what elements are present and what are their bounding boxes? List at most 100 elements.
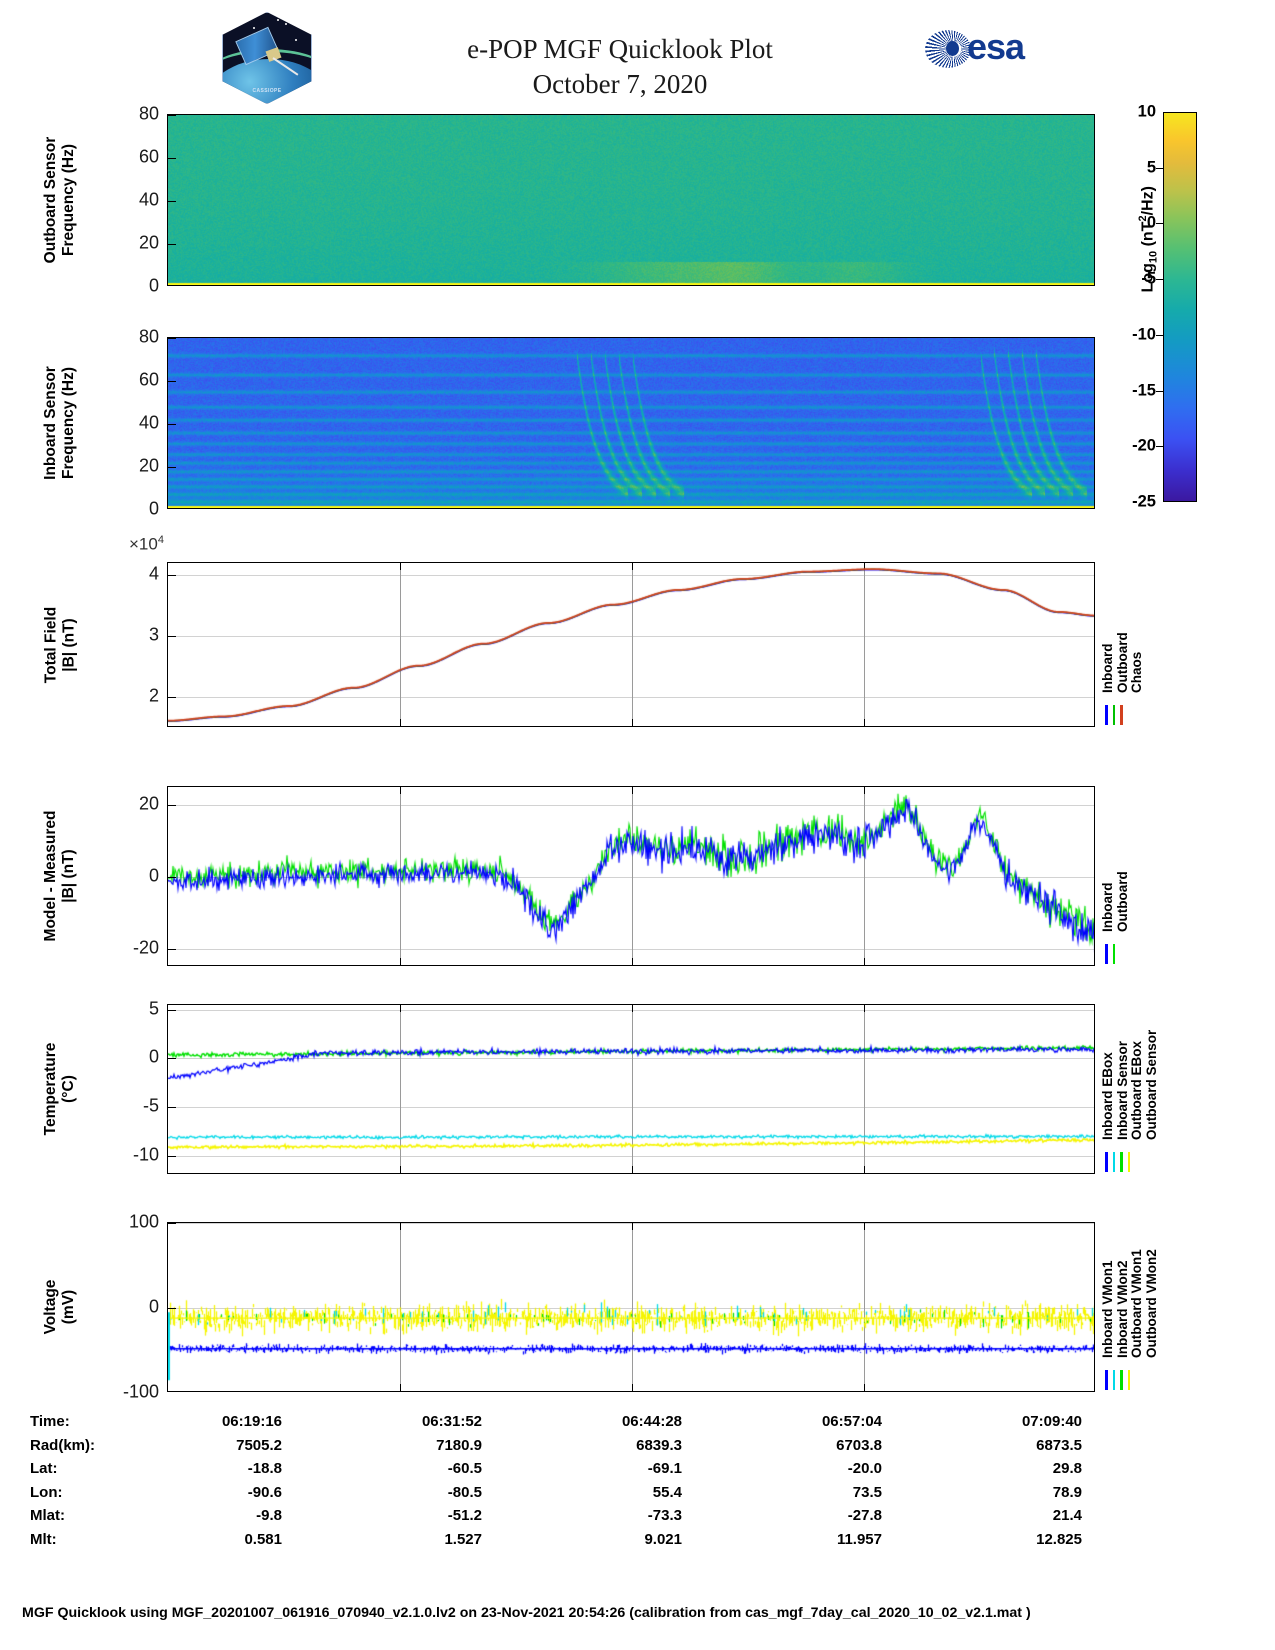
colorbar-tick-label: -10	[1101, 325, 1156, 344]
ylabel-temperature: Temperature (°C)	[42, 974, 78, 1204]
ephemeris-table: Time: 06:19:16 06:31:52 06:44:28 06:57:04 07:…	[30, 1410, 1170, 1551]
table-row-label: Time:	[30, 1413, 118, 1430]
ytick-mark	[168, 575, 176, 576]
esa-logo: esa	[925, 28, 1045, 72]
table-row: Mlat: -9.8 -51.2 -73.3 -27.8 21.4	[30, 1504, 1170, 1528]
ytick-label: 20	[89, 233, 159, 254]
table-cell: -60.5	[318, 1460, 518, 1477]
ytick-label: 20	[89, 456, 159, 477]
table-cell: -9.8	[118, 1507, 318, 1524]
legend-swatch	[1128, 1370, 1131, 1390]
spectrogram-image	[168, 115, 1095, 286]
legend-temperature: Inboard EBox Inboard Sensor Outboard EBox O…	[1101, 1030, 1159, 1140]
table-cell: 06:57:04	[718, 1413, 918, 1430]
ytick-label: 40	[89, 190, 159, 211]
page-title: e-POP MGF Quicklook Plot October 7, 2020	[340, 32, 900, 102]
ylabel-line: |B| (nT)	[60, 532, 78, 757]
ytick-label: 0	[89, 1297, 159, 1318]
ylabel-line: Temperature	[42, 974, 60, 1204]
table-cell: 7180.9	[318, 1437, 518, 1454]
ytick-mark	[168, 338, 176, 339]
ytick-label: 0	[89, 276, 159, 297]
ytick-label: 0	[89, 1047, 159, 1068]
legend-label: Inboard VMon1	[1101, 1249, 1116, 1358]
legend-swatches	[1105, 1370, 1130, 1390]
axes-outboard-spectrogram[interactable]	[167, 114, 1095, 286]
ytick-mark	[168, 1308, 176, 1309]
table-cell: 29.8	[918, 1460, 1118, 1477]
legend-label: Outboard	[1116, 632, 1131, 693]
legend-swatches	[1105, 705, 1123, 725]
table-cell: 11.957	[718, 1531, 918, 1548]
legend-label: Outboard EBox	[1130, 1030, 1145, 1140]
ytick-mark	[168, 467, 176, 468]
ytick-mark	[168, 201, 176, 202]
colorbar-tick-mark	[1156, 391, 1163, 392]
table-cell: 6703.8	[718, 1437, 918, 1454]
ytick-mark	[168, 1223, 176, 1224]
table-row-label: Lon:	[30, 1484, 118, 1501]
ytick-label: -5	[89, 1096, 159, 1117]
legend-swatch	[1105, 1152, 1108, 1172]
colorbar-tick-label: -15	[1101, 381, 1156, 400]
legend-label: Inboard EBox	[1101, 1030, 1116, 1140]
ytick-label: -10	[89, 1144, 159, 1165]
table-cell: -73.3	[518, 1507, 718, 1524]
table-cell: 06:31:52	[318, 1413, 518, 1430]
table-row-label: Rad(km):	[30, 1437, 118, 1454]
table-cell: 0.581	[118, 1531, 318, 1548]
axes-inboard-spectrogram[interactable]	[167, 337, 1095, 509]
colorbar-tick-label: -25	[1101, 493, 1156, 512]
table-cell: 12.825	[918, 1531, 1118, 1548]
ytick-label: 40	[89, 413, 159, 434]
table-row: Mlt: 0.581 1.527 9.021 11.957 12.825	[30, 1528, 1170, 1552]
colorbar-tick-label: 10	[1101, 103, 1156, 122]
footer-note: MGF Quicklook using MGF_20201007_061916_…	[22, 1605, 1262, 1621]
ytick-mark	[168, 1107, 176, 1108]
ytick-label: 0	[89, 499, 159, 520]
axes-model-minus-measured[interactable]	[167, 786, 1095, 966]
ytick-mark	[168, 158, 176, 159]
table-cell: -90.6	[118, 1484, 318, 1501]
legend-label: Outboard Sensor	[1145, 1030, 1160, 1140]
exponent-power: 4	[158, 534, 164, 546]
axes-voltage[interactable]	[167, 1222, 1095, 1392]
ylabel-line: Frequency (Hz)	[60, 307, 78, 539]
table-cell: 6873.5	[918, 1437, 1118, 1454]
table-cell: -80.5	[318, 1484, 518, 1501]
legend-swatch	[1105, 944, 1108, 964]
axes-total-field[interactable]	[167, 562, 1095, 727]
ytick-label: 3	[89, 625, 159, 646]
title-line-1: e-POP MGF Quicklook Plot	[340, 32, 900, 66]
table-cell: -69.1	[518, 1460, 718, 1477]
ylabel-line: |B| (nT)	[60, 756, 78, 996]
colorbar-tick-mark	[1156, 223, 1163, 224]
ytick-label: 100	[89, 1212, 159, 1233]
legend-label: Chaos	[1130, 632, 1145, 693]
table-row: Rad(km): 7505.2 7180.9 6839.3 6703.8 6873.5	[30, 1434, 1170, 1458]
legend-swatch	[1105, 1370, 1108, 1390]
cassiope-logo-text: CASSIOPE	[223, 88, 311, 94]
exponent-mantissa: ×10	[129, 535, 158, 554]
table-cell: 73.5	[718, 1484, 918, 1501]
legend-label: Inboard	[1101, 632, 1116, 693]
spectrogram-image	[168, 338, 1095, 509]
ylabel-line: (°C)	[60, 974, 78, 1204]
ytick-label: 80	[89, 327, 159, 348]
ylabel-line: Voltage	[42, 1192, 60, 1422]
ylabel-voltage: Voltage (mV)	[42, 1192, 78, 1422]
ytick-label: 4	[89, 564, 159, 585]
ylabel-line: Frequency (Hz)	[60, 84, 78, 316]
ytick-label: 20	[89, 794, 159, 815]
ytick-mark	[168, 805, 176, 806]
y-axis-exponent: ×104	[129, 534, 164, 555]
legend-swatches	[1105, 1152, 1130, 1172]
ytick-mark	[168, 115, 176, 116]
table-cell: 06:44:28	[518, 1413, 718, 1430]
table-row: Lat: -18.8 -60.5 -69.1 -20.0 29.8	[30, 1457, 1170, 1481]
ytick-mark	[168, 949, 176, 950]
colorbar-tick-label: -20	[1101, 437, 1156, 456]
axes-temperature[interactable]	[167, 1004, 1095, 1174]
legend-total-field: Inboard Outboard Chaos	[1101, 632, 1145, 693]
table-cell: 1.527	[318, 1531, 518, 1548]
